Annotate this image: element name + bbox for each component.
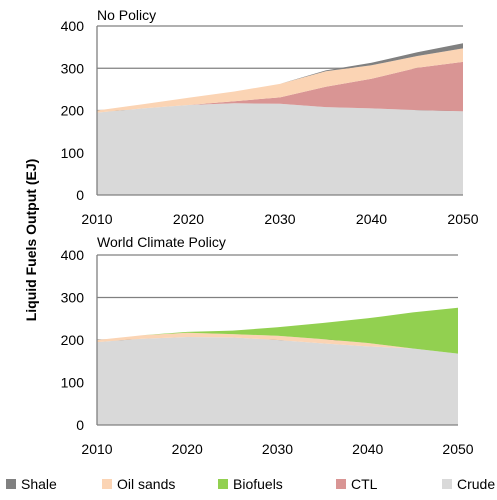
legend-swatch-crude	[442, 479, 452, 489]
legend-label-shale: Shale	[21, 476, 57, 492]
x-tick-label: 2010	[81, 211, 112, 227]
y-tick-label: 300	[61, 60, 85, 76]
legend-label-ctl: CTL	[351, 476, 378, 492]
area-oil-sands	[97, 48, 463, 113]
x-tick-label: 2030	[264, 211, 295, 227]
legend: Shale Oil sands Biofuels CTL Crude	[6, 476, 495, 492]
panel-title: World Climate Policy	[97, 234, 226, 250]
y-tick-label: 200	[61, 332, 85, 348]
x-tick-label: 2040	[356, 211, 387, 227]
area-biofuels	[97, 307, 458, 354]
x-tick-label: 2020	[173, 211, 204, 227]
legend-label-oil-sands: Oil sands	[117, 476, 175, 492]
y-tick-label: 100	[61, 375, 85, 391]
legend-swatch-ctl	[336, 479, 346, 489]
world-climate-policy-panel: 0 100 200 300 400 2010 2020 2030 2040 2050 World C…	[61, 234, 474, 457]
y-tick-label: 0	[76, 187, 84, 203]
y-tick-label: 300	[61, 290, 85, 306]
x-tick-label: 2050	[442, 441, 473, 457]
y-tick-label: 0	[76, 417, 84, 433]
x-tick-label: 2040	[352, 441, 383, 457]
area-ctl	[97, 61, 463, 113]
panel-title: No Policy	[97, 7, 156, 23]
y-tick-label: 400	[61, 18, 85, 34]
x-tick-label: 2050	[447, 211, 478, 227]
x-tick-label: 2030	[262, 441, 293, 457]
legend-label-crude: Crude	[457, 476, 495, 492]
no-policy-panel: 0 100 200 300 400 2010 2020 2030 2040 2050 No Poli…	[61, 7, 479, 227]
y-tick-label: 400	[61, 247, 85, 263]
legend-label-biofuels: Biofuels	[233, 476, 283, 492]
legend-swatch-shale	[6, 479, 16, 489]
x-tick-label: 2010	[81, 441, 112, 457]
area-oil-sands	[97, 332, 458, 354]
legend-swatch-biofuels	[218, 479, 228, 489]
legend-swatch-oil-sands	[102, 479, 112, 489]
area-crude	[97, 103, 463, 195]
y-tick-label: 100	[61, 145, 85, 161]
area-crude	[97, 337, 458, 425]
x-tick-label: 2020	[172, 441, 203, 457]
y-tick-label: 200	[61, 103, 85, 119]
y-axis-label: Liquid Fuels Output (EJ)	[23, 159, 39, 322]
